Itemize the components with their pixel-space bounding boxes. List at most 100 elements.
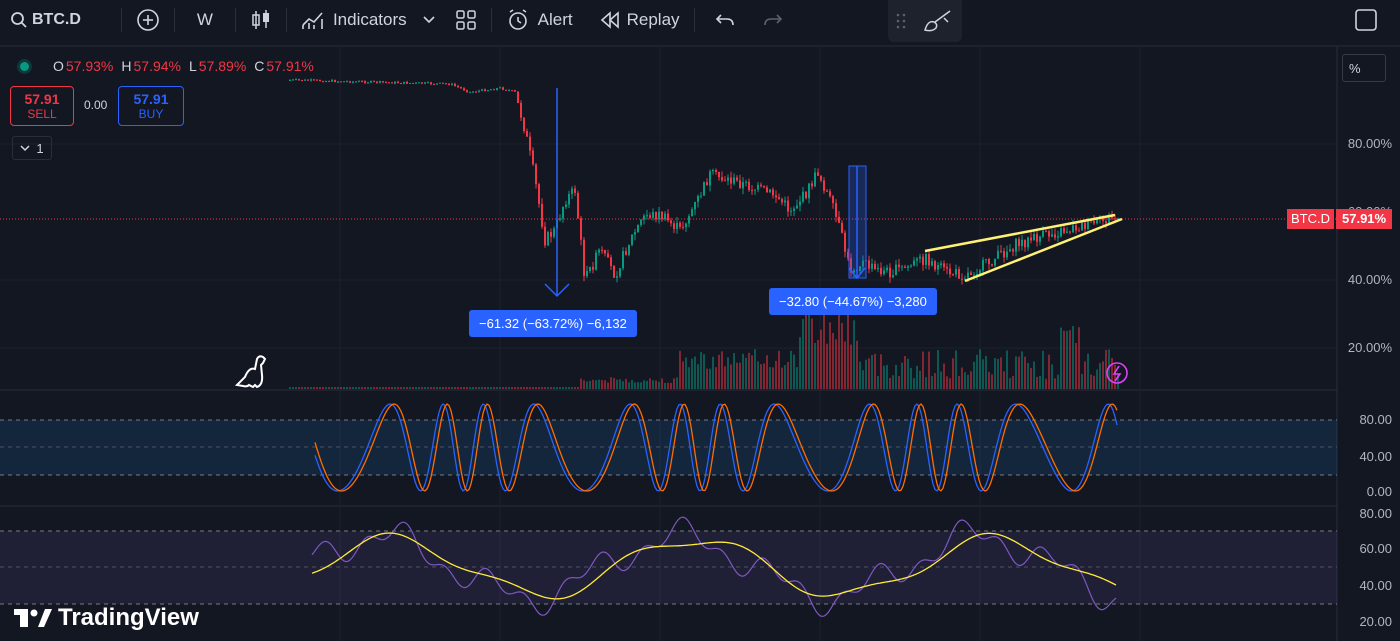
candle-body <box>511 90 513 92</box>
volume-bar <box>706 368 708 389</box>
volume-bar <box>910 367 912 389</box>
undo-button[interactable] <box>699 0 751 40</box>
volume-bar <box>328 387 330 389</box>
candle-body <box>352 81 354 83</box>
candle-body <box>583 239 585 277</box>
candle-body <box>601 249 603 251</box>
volume-bar <box>1006 350 1008 389</box>
volume-bar <box>961 367 963 389</box>
candle-body <box>607 253 609 258</box>
candle-body <box>619 268 621 277</box>
interval-button[interactable]: W <box>196 10 213 29</box>
dinosaur-icon[interactable] <box>234 355 267 389</box>
candle-body <box>388 82 390 84</box>
volume-bar <box>817 339 819 389</box>
volume-bar <box>397 387 399 389</box>
redo-button[interactable] <box>751 0 795 40</box>
layouts-button[interactable] <box>445 0 487 40</box>
volume-bar <box>1078 327 1080 389</box>
volume-bar <box>325 387 327 389</box>
candles-icon <box>250 8 272 32</box>
candle-body <box>868 260 870 269</box>
volume-bar <box>382 387 384 389</box>
horizontal-grid <box>0 143 1337 349</box>
candle-body <box>712 170 714 172</box>
fullscreen-button[interactable] <box>1354 8 1378 37</box>
candle-body <box>898 264 900 268</box>
low-key: L <box>188 58 197 74</box>
candle-body <box>1003 251 1005 258</box>
candle-body <box>580 218 582 240</box>
volume-bar <box>619 379 621 389</box>
alert-button[interactable]: Alert <box>496 0 583 40</box>
sell-button[interactable]: 57.91 SELL <box>10 86 74 126</box>
candle-body <box>967 272 969 279</box>
candle-body <box>994 258 996 266</box>
volume-bar <box>853 320 855 389</box>
volume-bar <box>688 367 690 389</box>
scale-mode-button[interactable]: % <box>1342 54 1386 82</box>
replay-button[interactable]: Replay <box>589 0 690 40</box>
volume-bar <box>886 364 888 389</box>
volume-bar <box>403 387 405 389</box>
measure-label-2[interactable]: −32.80 (−44.67%) −3,280 <box>769 288 937 315</box>
open-key: O <box>53 58 64 74</box>
compare-button[interactable] <box>126 0 170 40</box>
drag-handle-icon[interactable] <box>896 12 906 30</box>
lightning-icon[interactable] <box>1106 362 1128 384</box>
candle-body <box>937 265 939 270</box>
candle-body <box>400 83 402 85</box>
candle-body <box>949 268 951 275</box>
volume-bar <box>361 387 363 389</box>
spread-value: 0.00 <box>84 98 108 112</box>
volume-bar <box>682 361 684 389</box>
volume-bar <box>754 349 756 389</box>
volume-bar <box>616 379 618 389</box>
brush-icon[interactable] <box>922 8 954 34</box>
redo-icon <box>763 12 783 28</box>
candle-body <box>1096 218 1098 224</box>
volume-bar <box>781 367 783 389</box>
measure-label-1[interactable]: −61.32 (−63.72%) −6,132 <box>469 310 637 337</box>
candle-body <box>379 81 381 83</box>
market-status-dot[interactable] <box>20 61 29 71</box>
candle-body <box>1081 222 1083 231</box>
volume-bar <box>430 387 432 389</box>
measure-drawing-2[interactable] <box>848 165 867 280</box>
chart-type-button[interactable] <box>240 0 282 40</box>
candle-body <box>1066 231 1068 233</box>
candle-body <box>733 177 735 184</box>
candle-body <box>652 212 654 218</box>
candle-body <box>781 199 783 203</box>
volume-bar <box>700 352 702 389</box>
indicators-button[interactable]: Indicators <box>291 0 445 40</box>
candle-body <box>325 81 327 83</box>
volume-bar <box>997 358 999 389</box>
volume-bar <box>736 362 738 389</box>
candle-body <box>472 91 474 93</box>
volume-bar <box>484 387 486 389</box>
candle-body <box>406 81 408 84</box>
volume-bar <box>709 368 711 389</box>
candle-body <box>535 164 537 185</box>
candle-body <box>358 81 360 83</box>
volume-bar <box>595 380 597 389</box>
symbol-search[interactable]: BTC.D <box>0 0 91 40</box>
volume-bar <box>766 355 768 389</box>
chevron-down-icon[interactable] <box>423 16 435 24</box>
volume-bar <box>1003 371 1005 389</box>
candle-body <box>658 211 660 220</box>
candle-body <box>427 82 429 84</box>
rising-wedge-drawing[interactable] <box>924 213 1123 283</box>
volume-bar <box>949 378 951 389</box>
quantity-selector[interactable]: 1 <box>12 136 52 160</box>
buy-button[interactable]: 57.91 BUY <box>118 86 184 126</box>
sell-label: SELL <box>27 107 57 121</box>
rsi-ma-line <box>311 532 1117 600</box>
divider <box>285 8 287 32</box>
tradingview-logo[interactable]: TradingView <box>14 604 199 632</box>
candle-body <box>394 81 396 84</box>
volume-bar <box>814 342 816 389</box>
measure-drawing-1[interactable] <box>544 88 570 298</box>
